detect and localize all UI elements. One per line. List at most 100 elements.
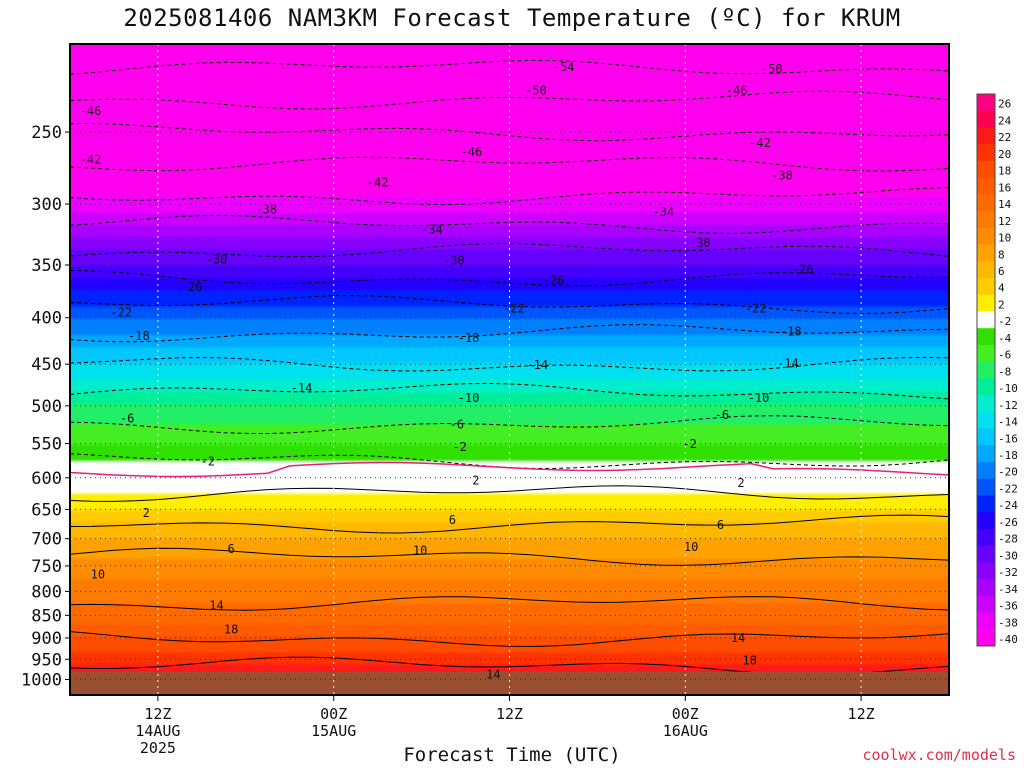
contour-label: -50 [525,84,547,98]
contour-label: -2 [200,455,214,469]
colorbar-cell [977,110,995,128]
contour-label: -50 [761,62,783,76]
contour-label: -18 [128,329,150,343]
colorbar-tick-label: -2 [998,315,1011,328]
y-tick-label: 350 [31,256,62,276]
colorbar-tick-label: -16 [998,432,1018,445]
colorbar-tick-label: -4 [998,332,1012,345]
colorbar-tick-label: 14 [998,198,1012,211]
colorbar-tick-label: 20 [998,148,1011,161]
colorbar-cell [977,629,995,647]
colorbar-tick-label: -12 [998,399,1018,412]
contour-label: -14 [291,381,313,395]
colorbar-cell [977,194,995,212]
contour-label: -22 [745,302,767,316]
colorbar-cell [977,495,995,513]
contour-label: 2 [472,473,479,487]
colorbar-tick-label: 26 [998,98,1011,111]
colorbar-cell [977,462,995,480]
y-tick-label: 850 [31,606,62,626]
y-tick-label: 700 [31,530,62,550]
contour-label: -6 [450,417,464,431]
contour-label-layer: -54 -50 -50 -46 -46 -46 -42 -42 -42 -38 -38 -34 -34 -… [80,60,814,681]
y-tick-label: 400 [31,309,62,329]
colorbar-tick-label: -40 [998,633,1018,646]
colorbar-tick-label: 24 [998,114,1012,127]
contour-label: 18 [743,654,757,668]
contour-label: -18 [458,331,480,345]
colorbar-tick-label: -28 [998,533,1018,546]
contour-label: -22 [503,302,525,316]
colorbar-tick-label: 6 [998,265,1005,278]
colorbar: 26 24 22 20 18 16 14 12 10 8 6 4 2 -2 -4 -6 -8 -10 -12 -14 -… [976,93,1018,647]
y-tick-label: 650 [31,500,62,520]
colorbar-tick-label: -34 [998,583,1018,596]
x-tick-label: 12Z [848,705,875,723]
colorbar-cell [977,144,995,162]
colorbar-tick-label: 4 [998,282,1005,295]
isotherm-line [70,596,949,611]
colorbar-cell [977,344,995,363]
colorbar-cell [977,278,995,296]
contour-label: -38 [255,202,277,216]
isotherm-line [70,547,949,566]
contour-label: -2 [452,440,466,454]
y-tick-label: 250 [31,123,62,143]
contour-label: 2 [737,476,744,490]
colorbar-cell [977,328,995,346]
colorbar-cell [977,160,995,179]
contour-label: -6 [715,408,729,422]
x-tick-label: 16AUG [663,722,708,740]
isotherm-line [70,485,949,502]
colorbar-tick-label: -14 [998,416,1018,429]
colorbar-cell [977,294,995,312]
contour-label: -26 [181,280,203,294]
contour-label: -26 [543,273,565,287]
colorbar-tick-label: -24 [998,499,1018,512]
contour-label: -34 [421,223,443,237]
colorbar-tick-label: -22 [998,482,1018,495]
contour-label: -34 [652,205,674,219]
contour-label: 18 [224,622,238,636]
y-tick-label: 550 [31,434,62,454]
y-tick-label: 450 [31,355,62,375]
x-tick-label: 2025 [140,739,176,757]
colorbar-tick-label: -30 [998,549,1018,562]
colorbar-cell [977,261,995,279]
colorbar-cell [977,127,995,145]
grid-layer [70,44,949,695]
contour-label: -54 [553,60,575,74]
colorbar-tick-label: 18 [998,165,1011,178]
contour-label: -26 [792,262,814,276]
x-tick-label: 14AUG [135,722,180,740]
colorbar-tick-label: 2 [998,298,1005,311]
contour-label: -14 [526,358,548,372]
freezing-line [70,461,949,478]
colorbar-cell [977,612,995,630]
colorbar-cell [977,361,995,379]
contour-label: 14 [486,667,500,681]
contour-label: -46 [80,104,102,118]
colorbar-cell [977,579,995,597]
contour-label: -46 [726,84,748,98]
chart-title: 2025081406 NAM3KM Forecast Temperature (… [123,4,901,32]
colorbar-cell [977,528,995,547]
colorbar-cell [977,244,995,262]
colorbar-cell [977,595,995,614]
colorbar-cell [977,395,995,413]
colorbar-tick-label: -10 [998,382,1018,395]
colorbar-cell [977,478,995,496]
colorbar-tick-label: -20 [998,466,1018,479]
colorbar-cell [977,227,995,246]
contour-label: -2 [682,437,696,451]
y-tick-label: 900 [31,629,62,649]
contour-label: 10 [684,540,698,554]
contour-label: -30 [206,252,228,266]
contour-label: 6 [717,518,724,532]
contour-label: 6 [228,542,235,556]
isotherm-line [70,631,949,648]
credit-link[interactable]: coolwx.com/models [862,746,1016,764]
x-tick-label: 12Z [144,705,171,723]
